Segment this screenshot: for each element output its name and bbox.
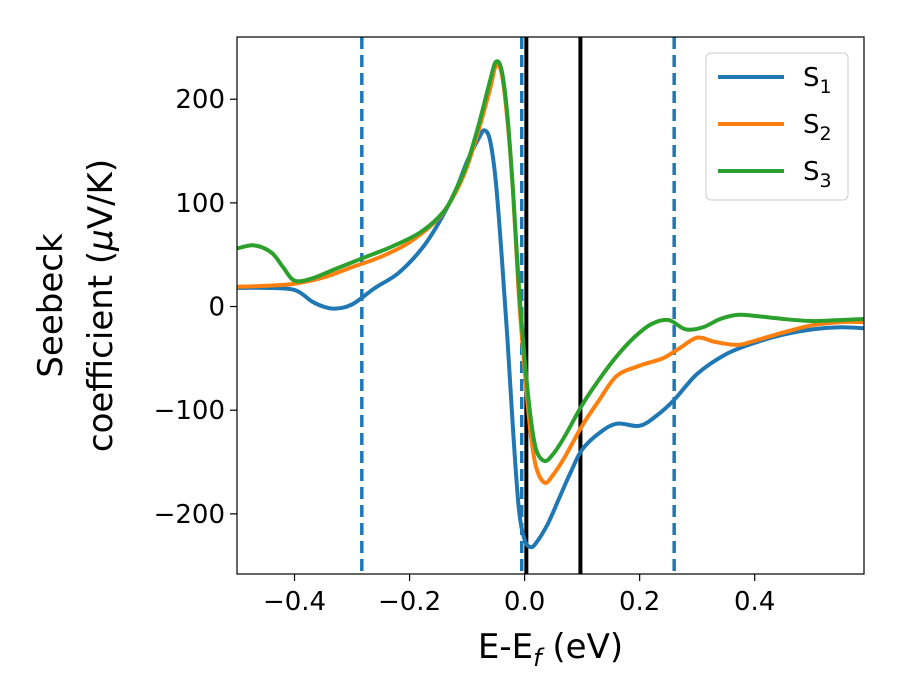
axis-ticks: −0.4 −0.2 0.0 0.2 0.4 −200 −100 0 100 200 [154, 85, 776, 617]
x-tick-label: −0.4 [263, 587, 326, 617]
legend: S1 S2 S3 [705, 52, 849, 201]
legend-box [705, 52, 849, 201]
y-axis-label-line2: coefficient (μV/K) [81, 159, 121, 452]
y-axis-label-line1: Seebeck [31, 233, 71, 378]
y-tick-label: −100 [154, 396, 225, 426]
y-axis-label-mu: μ [81, 229, 121, 252]
y-tick-label: 100 [175, 189, 225, 219]
x-tick-label: −0.2 [378, 587, 441, 617]
legend-label-s1: S1 [803, 63, 832, 98]
x-tick-label: 0.4 [734, 587, 775, 617]
y-axis-label: Seebeck coefficient (μV/K) [31, 159, 121, 452]
x-axis-label: E-Ef (eV) [478, 627, 623, 672]
x-axis-label-unit: (eV) [542, 627, 624, 667]
x-axis-label-main: E-E [478, 627, 533, 667]
legend-label-s2: S2 [803, 110, 832, 145]
series-line-s1 [237, 128, 864, 550]
y-axis-label-line2-unit: V/K) [81, 159, 121, 229]
plot-content [237, 37, 864, 574]
legend-label-s3: S3 [803, 157, 832, 192]
plot-frame [236, 36, 865, 575]
series-line-s3 [237, 59, 864, 464]
y-axis-label-line2-prefix: coefficient ( [81, 251, 121, 452]
y-tick-label: 200 [175, 85, 225, 115]
y-tick-label: −200 [154, 500, 225, 530]
x-tick-label: 0.2 [619, 587, 660, 617]
x-tick-label: 0.0 [504, 587, 545, 617]
y-tick-label: 0 [208, 293, 225, 323]
